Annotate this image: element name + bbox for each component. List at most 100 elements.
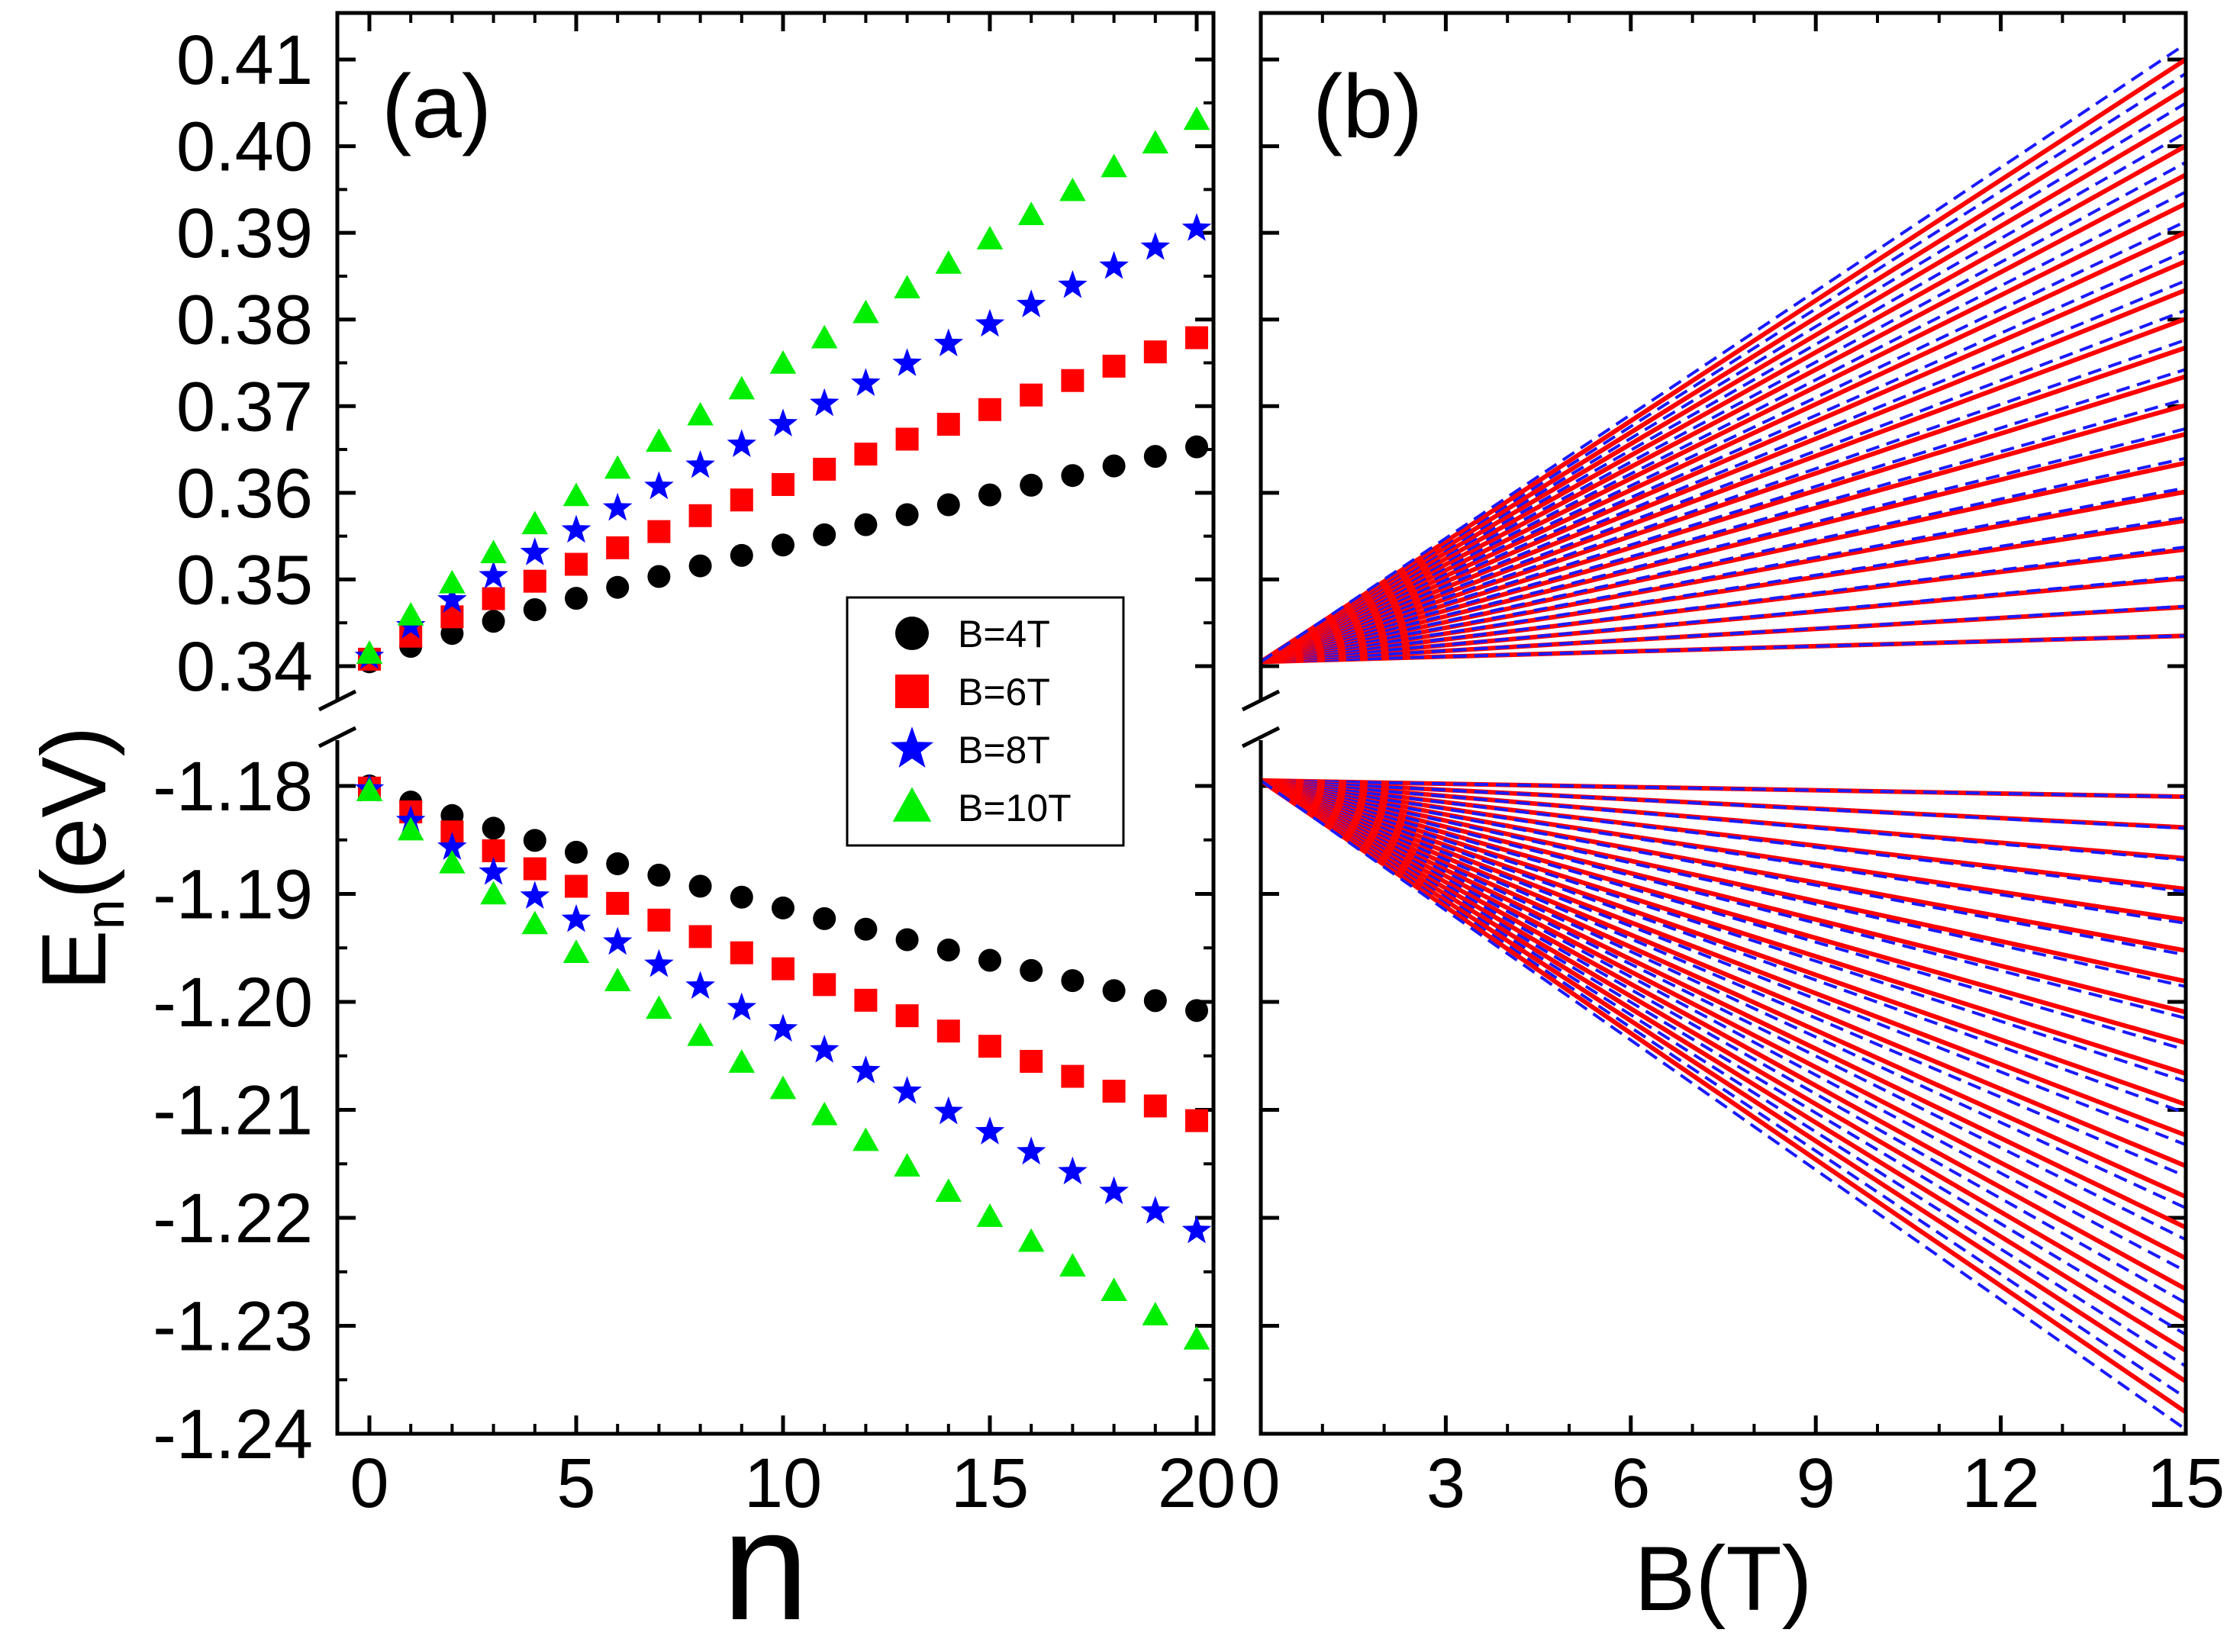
data-point-lower [852,1127,879,1151]
panel-a-data-points [354,106,1212,1350]
data-point-lower [809,1035,840,1063]
data-point-upper [730,543,753,567]
panel-b-frame [1259,11,2188,1436]
data-point-lower [688,874,712,898]
data-point-upper [1140,232,1171,260]
data-point-lower [685,971,715,999]
level-line-solid [1259,778,2187,1353]
data-point-lower [1020,958,1043,982]
level-line-solid [1259,201,2187,665]
data-point-upper [561,514,591,543]
level-line-dashed [1260,575,2187,664]
data-point-upper [479,560,508,589]
svg-text:En(eV): En(eV) [23,726,136,991]
data-point-upper [895,503,919,527]
axis-break-mark [1241,689,1281,712]
data-point-upper [809,388,840,417]
data-point-upper [565,552,588,576]
level-line-solid [1260,431,2187,665]
data-point-upper [1020,383,1043,407]
data-point-upper [644,471,674,500]
x-tick-label: 10 [744,1444,822,1522]
data-point-lower [1016,1136,1046,1165]
data-point-upper [602,492,633,521]
level-line-solid [1260,778,2187,1107]
level-line-dashed [1260,778,2187,799]
level-line-dashed [1260,398,2187,664]
level-line-dashed [1260,779,2187,1084]
y-tick-label: -1.20 [153,964,313,1042]
data-point-lower [646,995,672,1019]
legend: B=4T B=6T B=8T B=10T [846,596,1125,847]
x-tick-label: 6 [1611,1444,1650,1522]
level-line-solid [1259,86,2187,664]
level-line-dashed [1260,160,2187,664]
data-point-lower [1102,1080,1126,1103]
data-point-lower [1185,1109,1208,1132]
data-point-lower [1143,989,1167,1013]
data-point-upper [892,348,922,376]
data-point-lower [1185,999,1208,1022]
data-point-lower [604,968,631,991]
level-line-solid [1259,172,2187,664]
legend-box [846,596,1125,847]
data-point-upper [811,324,838,349]
y-tick-label: 0.37 [176,368,313,446]
data-point-lower [1059,1253,1086,1277]
data-point-lower [854,917,878,941]
y-axis-label-main: E [23,929,125,990]
data-point-lower [727,992,757,1021]
level-line-dashed [1260,778,2187,957]
level-line-solid [1259,778,2187,1292]
level-line-dashed [1260,779,2187,1241]
level-line-dashed [1260,779,2187,1178]
level-line-dashed [1260,250,2187,664]
data-point-lower [768,1013,798,1042]
data-point-upper [437,584,467,613]
data-point-upper [728,375,756,400]
data-point-upper [933,328,964,356]
level-line-solid [1259,778,2187,1415]
data-point-upper [727,429,757,457]
x-tick-label: 15 [2147,1444,2225,1522]
y-tick-label: 0.36 [176,455,313,533]
data-point-upper [1020,473,1043,497]
x-tick-label: 15 [951,1444,1029,1522]
level-line-solid [1259,259,2187,665]
panel-a-tick-labels: 0.34 0.35 0.36 0.37 0.38 0.39 0.40 0.41 -1.18 -1.… [153,21,1236,1522]
data-point-upper [813,523,836,546]
data-point-upper [520,537,550,565]
data-point-lower [730,941,753,964]
level-line-solid [1259,778,2187,1200]
data-point-upper [851,368,881,396]
data-point-lower [935,1178,962,1203]
data-point-lower [1020,1049,1043,1073]
data-point-upper [1102,354,1126,378]
data-point-lower [644,948,674,977]
data-point-lower [1142,1302,1169,1325]
data-point-lower [1058,1156,1088,1185]
legend-marker [890,726,934,768]
data-point-upper [1143,445,1167,469]
data-point-upper [1058,270,1088,298]
data-point-lower [892,1076,922,1104]
data-point-lower [437,832,467,860]
data-point-upper [482,587,505,610]
data-point-upper [1016,289,1046,317]
level-line-solid [1259,778,2187,1322]
level-line-solid [1259,288,2187,665]
data-point-lower [1183,1325,1210,1350]
level-line-dashed [1260,778,2187,925]
data-point-upper [685,449,715,478]
data-point-lower [688,925,712,948]
data-point-lower [895,928,919,952]
level-line-dashed [1260,778,2187,988]
data-point-upper [688,554,712,578]
data-point-upper [1143,340,1167,364]
y-tick-label: -1.21 [153,1072,313,1150]
level-line-solid [1260,403,2187,665]
data-point-upper [772,533,794,557]
data-point-lower [1061,969,1084,993]
data-point-lower [397,816,424,841]
data-point-upper [854,443,878,466]
